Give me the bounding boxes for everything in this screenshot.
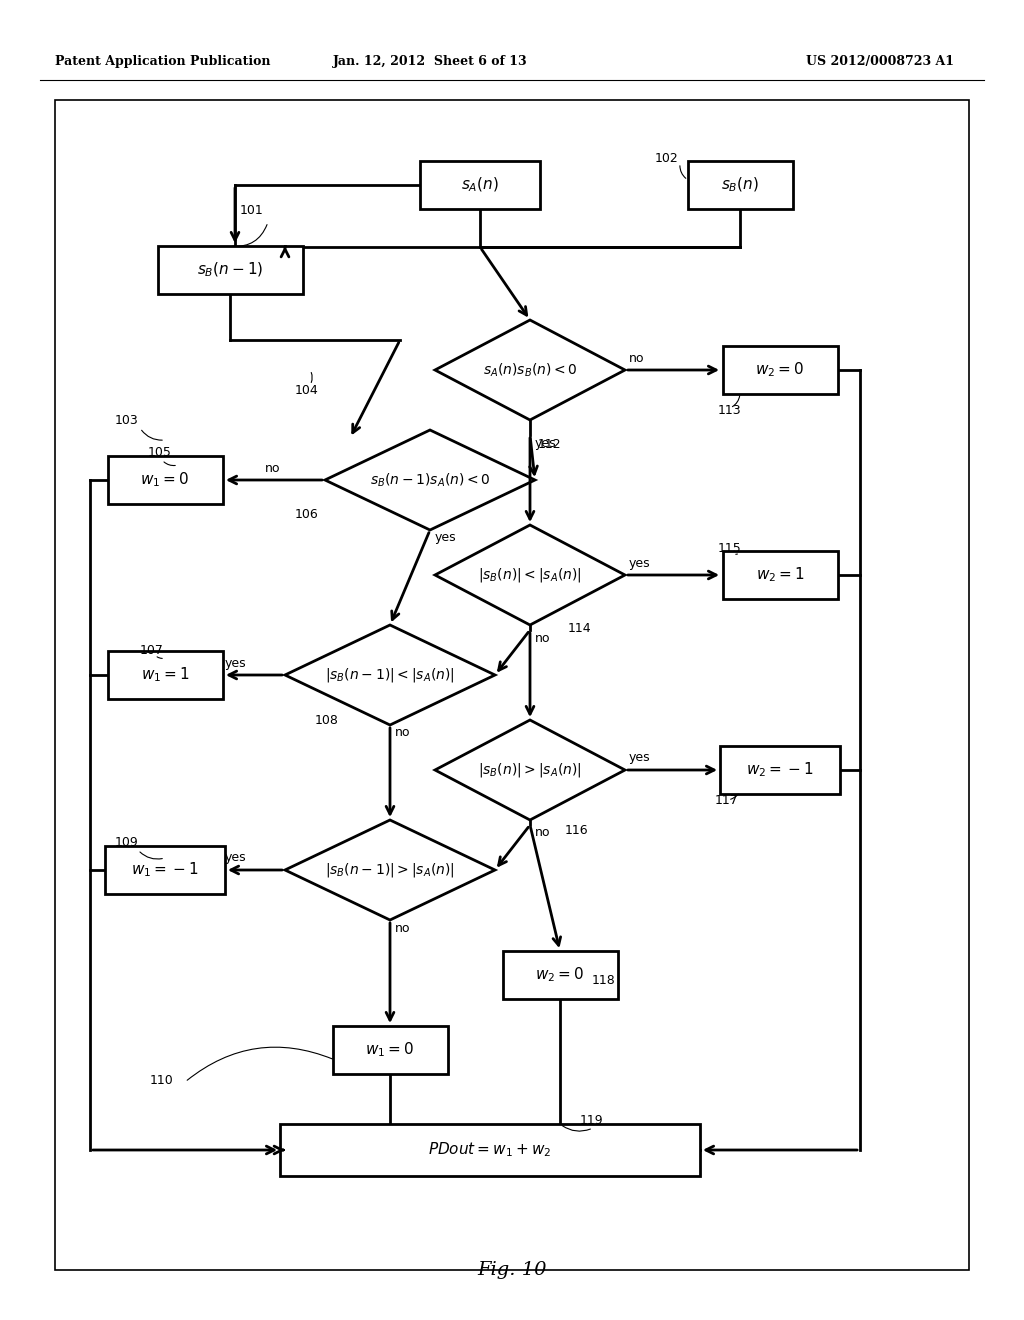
Bar	[108, 455, 222, 504]
Text: no: no	[629, 351, 644, 364]
Text: 108: 108	[315, 714, 339, 726]
Text: 116: 116	[565, 824, 589, 837]
Bar	[687, 161, 793, 209]
Bar	[723, 346, 838, 393]
Text: $s_A(n)$: $s_A(n)$	[461, 176, 499, 194]
Text: $s_B(n-1)$: $s_B(n-1)$	[197, 261, 263, 280]
Bar	[108, 651, 222, 700]
Text: $w_2=0$: $w_2=0$	[536, 966, 585, 985]
Polygon shape	[325, 430, 535, 531]
Text: yes: yes	[435, 532, 457, 544]
Polygon shape	[285, 820, 495, 920]
Text: no: no	[395, 921, 411, 935]
Polygon shape	[435, 525, 625, 624]
Bar	[503, 950, 617, 999]
Text: 115: 115	[718, 541, 741, 554]
Text: no: no	[395, 726, 411, 739]
Bar	[158, 246, 302, 294]
Text: $s_B(n)$: $s_B(n)$	[721, 176, 759, 194]
Text: 113: 113	[718, 404, 741, 417]
Text: 102: 102	[655, 152, 679, 165]
Text: 110: 110	[150, 1073, 174, 1086]
Bar	[720, 746, 840, 795]
Text: 112: 112	[538, 438, 561, 451]
Text: $w_2=1$: $w_2=1$	[756, 566, 804, 585]
Text: $|s_B(n)|<|s_A(n)|$: $|s_B(n)|<|s_A(n)|$	[478, 566, 582, 583]
Text: $|s_B(n)|>|s_A(n)|$: $|s_B(n)|>|s_A(n)|$	[478, 762, 582, 779]
Text: 118: 118	[592, 974, 615, 986]
Text: $|s_B(n-1)|>|s_A(n)|$: $|s_B(n-1)|>|s_A(n)|$	[326, 861, 455, 879]
Text: yes: yes	[225, 851, 247, 865]
Text: 109: 109	[115, 837, 138, 850]
Text: 106: 106	[295, 508, 318, 521]
Text: Patent Application Publication: Patent Application Publication	[55, 55, 270, 69]
Bar	[333, 1026, 447, 1074]
Bar	[723, 550, 838, 599]
Text: $w_2=0$: $w_2=0$	[756, 360, 805, 379]
Text: 114: 114	[568, 622, 592, 635]
Text: US 2012/0008723 A1: US 2012/0008723 A1	[806, 55, 954, 69]
Text: no: no	[535, 631, 551, 644]
Text: Jan. 12, 2012  Sheet 6 of 13: Jan. 12, 2012 Sheet 6 of 13	[333, 55, 527, 69]
Text: yes: yes	[535, 437, 557, 450]
Text: $w_1=0$: $w_1=0$	[140, 471, 189, 490]
Text: $|s_B(n-1)|<|s_A(n)|$: $|s_B(n-1)|<|s_A(n)|$	[326, 667, 455, 684]
Text: yes: yes	[629, 751, 650, 764]
Text: 107: 107	[140, 644, 164, 656]
Text: 105: 105	[148, 446, 172, 459]
Bar	[55, 100, 969, 1270]
Text: $s_A(n)s_B(n)<0$: $s_A(n)s_B(n)<0$	[482, 362, 578, 379]
Text: $PDout = w_1 + w_2$: $PDout = w_1 + w_2$	[428, 1140, 552, 1159]
Text: Fig. 10: Fig. 10	[477, 1261, 547, 1279]
Text: yes: yes	[225, 656, 247, 669]
Polygon shape	[285, 624, 495, 725]
Bar	[280, 1125, 700, 1176]
Polygon shape	[435, 719, 625, 820]
Text: $w_1=0$: $w_1=0$	[366, 1040, 415, 1060]
Text: 101: 101	[240, 203, 264, 216]
Text: no: no	[535, 826, 551, 840]
Polygon shape	[435, 319, 625, 420]
Text: no: no	[265, 462, 281, 474]
Text: 104: 104	[295, 384, 318, 396]
Text: $w_2=-1$: $w_2=-1$	[746, 760, 814, 779]
Text: $s_B(n-1)s_A(n)<0$: $s_B(n-1)s_A(n)<0$	[370, 471, 490, 488]
Text: $w_1=-1$: $w_1=-1$	[131, 861, 199, 879]
Bar	[420, 161, 540, 209]
Bar	[105, 846, 225, 894]
Text: $w_1=1$: $w_1=1$	[140, 665, 189, 684]
Text: 117: 117	[715, 793, 738, 807]
Text: 119: 119	[580, 1114, 603, 1126]
Text: yes: yes	[629, 557, 650, 569]
Text: 103: 103	[115, 413, 138, 426]
